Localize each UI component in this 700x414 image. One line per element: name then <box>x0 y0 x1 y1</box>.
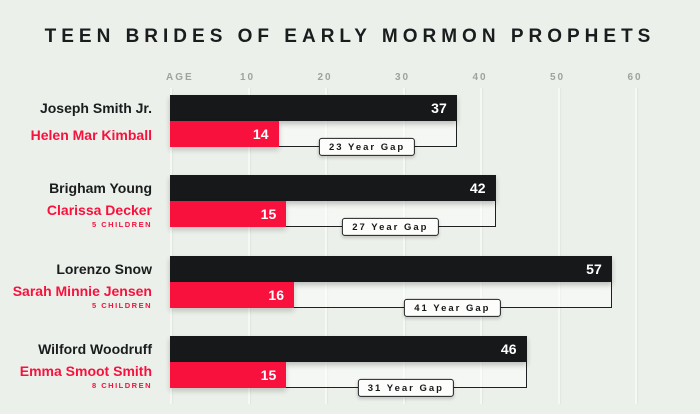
gap-band: 31 Year Gap <box>286 362 527 397</box>
prophet-age-value: 37 <box>431 100 447 116</box>
bride-bar: 16 <box>170 282 294 308</box>
group-4: Wilford Woodruff Emma Smoot Smith 8 CHILDR… <box>0 336 700 397</box>
bride-name: Sarah Minnie Jensen <box>12 282 152 299</box>
prophet-bar: 46 <box>170 336 527 362</box>
x-axis-tick: 30 <box>394 72 411 83</box>
children-note: 8 CHILDREN <box>91 380 152 390</box>
prophet-age-value: 57 <box>586 261 602 277</box>
gap-label: 31 Year Gap <box>357 378 454 397</box>
children-note: 5 CHILDREN <box>91 300 152 310</box>
gridline <box>170 88 172 404</box>
x-axis-tick: 20 <box>317 72 333 83</box>
x-axis-tick: 60 <box>627 72 643 83</box>
bride-age-value: 16 <box>268 287 284 303</box>
prophet-bar: 57 <box>170 256 612 282</box>
x-axis-label: AGE <box>166 72 194 83</box>
x-axis-tick: 40 <box>472 72 488 83</box>
gap-band: 41 Year Gap <box>294 282 612 317</box>
group-labels: Wilford Woodruff Emma Smoot Smith 8 CHILDR… <box>0 336 160 390</box>
bride-name: Emma Smoot Smith <box>19 362 152 379</box>
bride-bar: 14 <box>170 121 279 147</box>
bride-age-value: 15 <box>260 367 277 383</box>
x-axis-tick: 10 <box>239 72 256 83</box>
prophet-age-value: 42 <box>469 180 486 196</box>
group-labels: Lorenzo Snow Sarah Minnie Jensen 5 CHILDRE… <box>0 256 160 310</box>
x-axis-tick: 50 <box>549 72 566 83</box>
gridline <box>247 88 250 404</box>
prophet-bar: 37 <box>170 95 457 121</box>
gridline <box>557 88 560 404</box>
chart-title: TEEN BRIDES OF EARLY MORMON PROPHETS <box>44 26 656 47</box>
group-2: Brigham Young Clarissa Decker 5 CHILDREN 42… <box>0 175 700 236</box>
bride-label-block: Clarissa Decker 5 CHILDREN <box>47 201 152 229</box>
bride-bar: 15 <box>170 201 287 227</box>
gridline <box>325 88 327 404</box>
group-labels: Joseph Smith Jr. Helen Mar Kimball <box>0 95 160 147</box>
bride-age-value: 15 <box>260 206 277 222</box>
bride-label-block: Sarah Minnie Jensen 5 CHILDREN <box>13 282 152 310</box>
group-3: Lorenzo Snow Sarah Minnie Jensen 5 CHILDRE… <box>0 256 700 317</box>
prophet-age-value: 46 <box>500 341 517 357</box>
prophet-name: Wilford Woodruff <box>38 341 152 357</box>
children-note: 5 CHILDREN <box>91 219 152 229</box>
gap-band: 23 Year Gap <box>278 121 457 156</box>
bride-label-block: Emma Smoot Smith 8 CHILDREN <box>20 362 152 390</box>
prophet-name: Joseph Smith Jr. <box>39 100 152 116</box>
group-1: Joseph Smith Jr. Helen Mar Kimball 37 14 23 … <box>0 95 700 156</box>
group-labels: Brigham Young Clarissa Decker 5 CHILDREN <box>0 175 160 229</box>
bride-name: Clarissa Decker <box>46 201 152 218</box>
gridline <box>635 88 637 404</box>
prophet-name: Lorenzo Snow <box>56 261 152 277</box>
gap-label: 41 Year Gap <box>404 298 501 317</box>
gridline <box>402 88 405 404</box>
bride-bar: 15 <box>170 362 287 388</box>
bride-age-value: 14 <box>252 126 269 142</box>
gridline <box>480 88 482 404</box>
prophet-name: Brigham Young <box>49 180 152 196</box>
bride-label-block: Helen Mar Kimball <box>31 121 152 149</box>
prophet-bar: 42 <box>170 175 496 201</box>
gap-label: 23 Year Gap <box>319 137 416 156</box>
bride-name: Helen Mar Kimball <box>30 127 152 143</box>
gap-label: 27 Year Gap <box>342 217 439 236</box>
gap-band: 27 Year Gap <box>286 201 496 236</box>
